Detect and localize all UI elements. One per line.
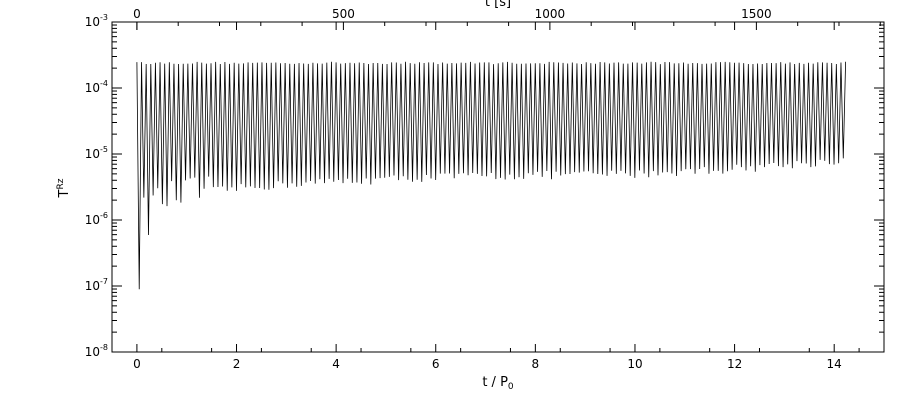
- x-axis-title-top: t [s]: [485, 0, 511, 10]
- y-tick-label: 10-8: [85, 343, 108, 359]
- series-group: [136, 61, 846, 290]
- plot-frame-group: [111, 21, 885, 353]
- x-bottom-tick-label: 2: [233, 357, 241, 371]
- tick-labels-group: 0 2 4 6 8 10 12 14 0 500 1000 1500 10-8 10-7 10-6 10-5 1…: [85, 7, 842, 371]
- ticks-group: [112, 21, 884, 353]
- series-line: [136, 61, 846, 290]
- y-tick-label: 10-6: [85, 211, 108, 227]
- x-axis-title-bottom: t / P0: [482, 375, 514, 392]
- x-top-tick-label: 0: [133, 7, 141, 21]
- y-tick-label: 10-5: [85, 145, 108, 161]
- y-axis-title: TRz: [56, 178, 72, 198]
- x-bottom-tick-label: 6: [432, 357, 440, 371]
- x-bottom-tick-label: 4: [332, 357, 340, 371]
- x-bottom-tick-label: 8: [532, 357, 540, 371]
- y-tick-label: 10-4: [85, 79, 108, 95]
- x-bottom-tick-label: 14: [827, 357, 842, 371]
- x-top-tick-label: 1500: [741, 7, 772, 21]
- y-tick-label: 10-3: [85, 13, 108, 29]
- x-bottom-tick-label: 12: [727, 357, 742, 371]
- y-tick-label: 10-7: [85, 277, 108, 293]
- x-bottom-tick-label: 10: [627, 357, 642, 371]
- x-top-tick-label: 500: [332, 7, 355, 21]
- x-bottom-tick-label: 0: [133, 357, 141, 371]
- x-top-tick-label: 1000: [535, 7, 566, 21]
- plot-frame: [111, 21, 885, 353]
